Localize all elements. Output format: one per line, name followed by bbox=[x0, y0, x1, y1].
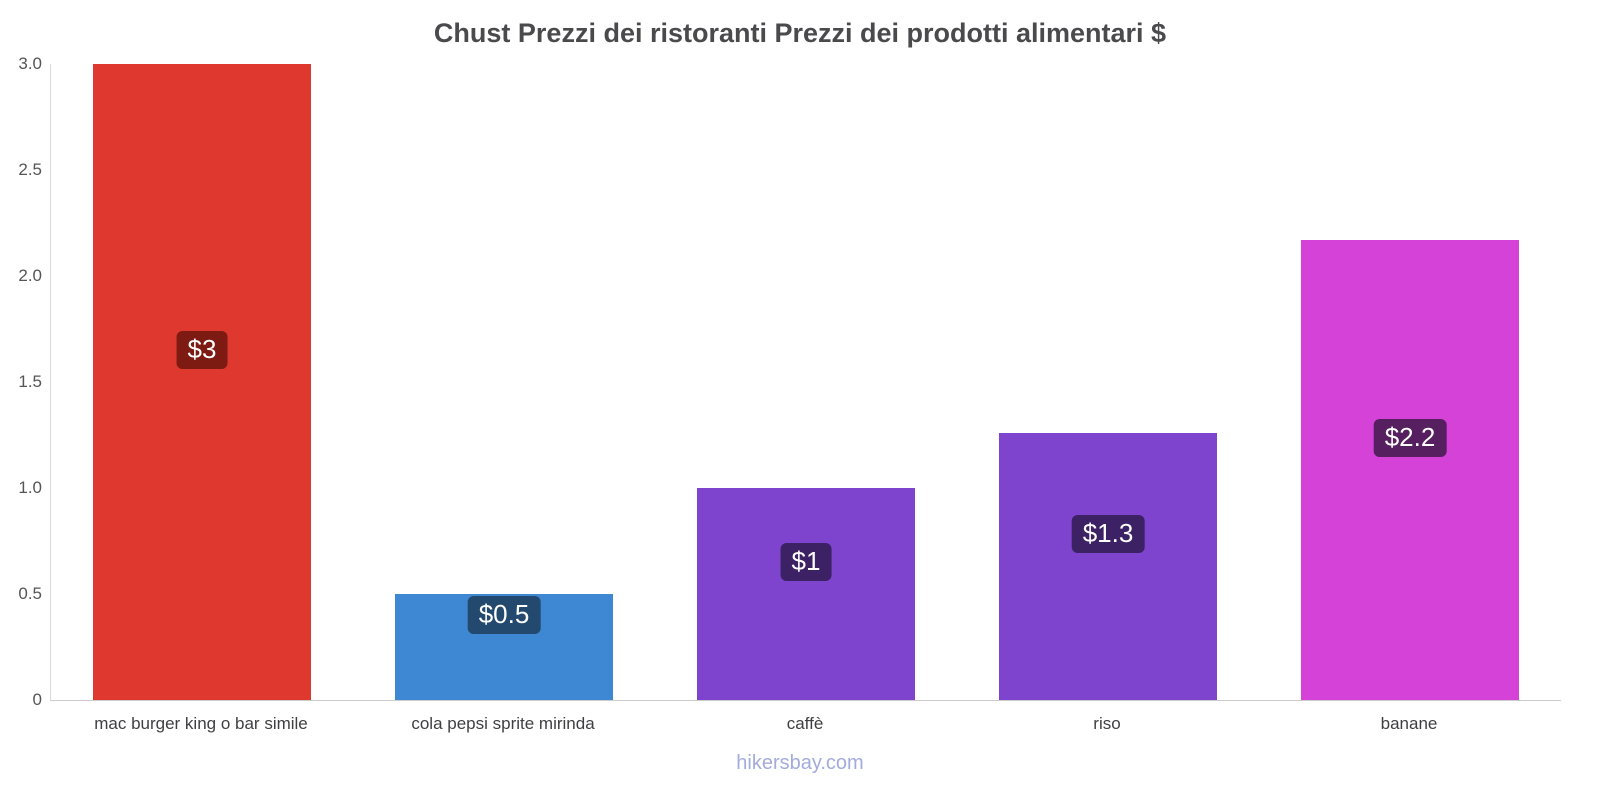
y-tick-label: 0 bbox=[32, 690, 42, 709]
bar-mac-burger-king-o-bar-simile bbox=[93, 64, 311, 700]
y-tick-label: 1.5 bbox=[18, 372, 42, 391]
bar-value-label: $3 bbox=[176, 331, 228, 369]
chart-title: Chust Prezzi dei ristoranti Prezzi dei p… bbox=[433, 18, 1167, 48]
plot-area: $3 $0.5 $1 $1.3 $2.2 bbox=[50, 64, 1561, 701]
y-tick-label: 3.0 bbox=[18, 54, 42, 73]
watermark-hikersbay: hikersbay.com bbox=[736, 752, 864, 774]
y-tick-label: 1.0 bbox=[18, 478, 42, 497]
bar-riso bbox=[999, 432, 1217, 700]
y-axis: 0 0.5 1.0 1.5 2.0 2.5 3.0 bbox=[0, 54, 42, 709]
x-category-label: riso bbox=[1093, 714, 1121, 733]
y-tick-label: 2.0 bbox=[18, 266, 42, 285]
bar-value-label: $0.5 bbox=[467, 596, 541, 634]
x-axis-labels: mac burger king o bar simile cola pepsi s… bbox=[50, 714, 1560, 738]
y-tick-label: 2.5 bbox=[18, 160, 42, 179]
bar-banane bbox=[1301, 239, 1519, 700]
bar-caffè bbox=[697, 488, 915, 700]
x-category-label: banane bbox=[1380, 714, 1438, 733]
bar-value-label: $2.2 bbox=[1373, 419, 1447, 457]
x-category-label: caffè bbox=[786, 714, 824, 733]
y-tick-label: 0.5 bbox=[18, 584, 42, 603]
x-category-label: mac burger king o bar simile bbox=[94, 714, 308, 733]
x-category-label: cola pepsi sprite mirinda bbox=[411, 714, 595, 733]
bar-value-label: $1 bbox=[780, 543, 832, 581]
bar-value-label: $1.3 bbox=[1071, 515, 1145, 554]
